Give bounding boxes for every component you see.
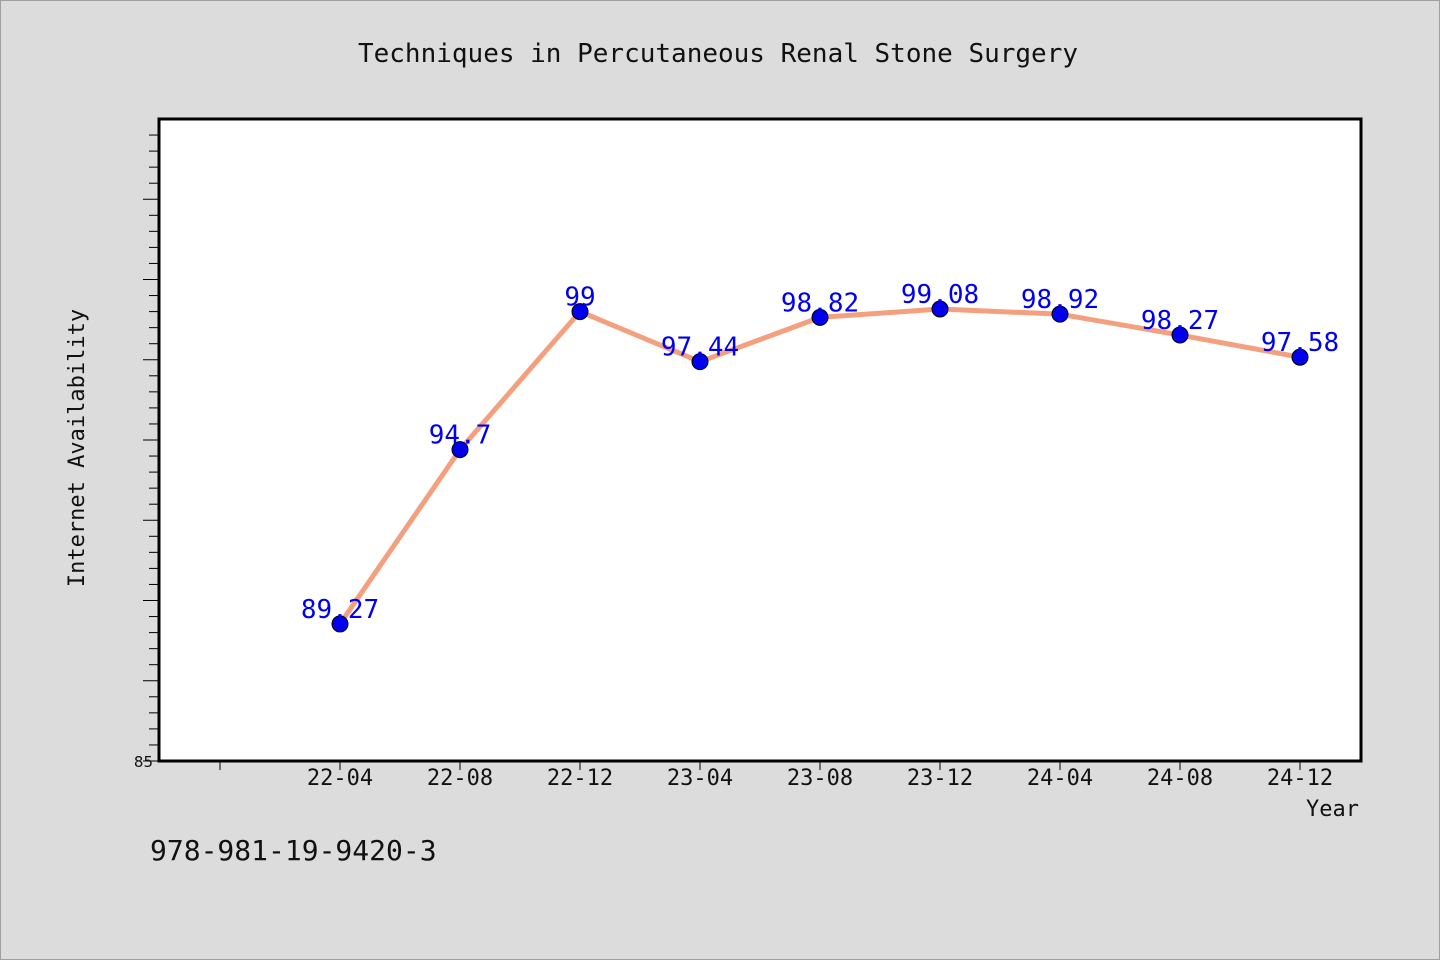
- x-tick-label: 22-08: [427, 766, 493, 791]
- data-point: [931, 300, 949, 318]
- data-point: [811, 308, 829, 326]
- y-axis-label: Internet Availability: [65, 309, 90, 587]
- data-label: 97.58: [1261, 328, 1339, 358]
- data-label: 98.92: [1021, 285, 1099, 315]
- data-point: [691, 353, 709, 371]
- data-label: 99: [564, 283, 595, 313]
- x-tick-label: 22-12: [547, 766, 613, 791]
- x-tick-label: 22-04: [307, 766, 373, 791]
- data-point: [571, 303, 589, 321]
- data-point: [1291, 348, 1309, 366]
- data-point: [331, 615, 349, 633]
- data-point: [1171, 326, 1189, 344]
- data-label: 98.82: [781, 288, 859, 318]
- x-tick-label: 24-12: [1267, 766, 1333, 791]
- data-label: 99.08: [901, 280, 979, 310]
- data-point: [1051, 305, 1069, 323]
- x-tick-label: 24-04: [1027, 766, 1093, 791]
- series-group: 89.27 94.7 99 97.44 98.82 99.08 98.92 98.27 97.5…: [301, 280, 1339, 633]
- plot-area: [157, 117, 1363, 763]
- data-label: 97.44: [661, 333, 739, 363]
- x-tick-label: 23-08: [787, 766, 853, 791]
- y-axis-ticks: 85: [134, 134, 159, 771]
- x-tick-label: 23-04: [667, 766, 733, 791]
- data-label: 89.27: [301, 595, 379, 625]
- chart-title: Techniques in Percutaneous Renal Stone S…: [358, 39, 1078, 69]
- data-label: 94.7: [429, 421, 492, 451]
- isbn-footer: 978-981-19-9420-3: [150, 834, 437, 867]
- data-label: 98.27: [1141, 306, 1219, 336]
- x-tick-label: 23-12: [907, 766, 973, 791]
- x-axis-label: Year: [1306, 797, 1359, 822]
- x-axis-ticks: 22-04 22-08 22-12 23-04 23-08 23-12 24-04 24-08…: [219, 761, 1333, 791]
- x-tick-label: 24-08: [1147, 766, 1213, 791]
- y-tick-label: 85: [134, 753, 153, 771]
- data-point: [451, 441, 469, 459]
